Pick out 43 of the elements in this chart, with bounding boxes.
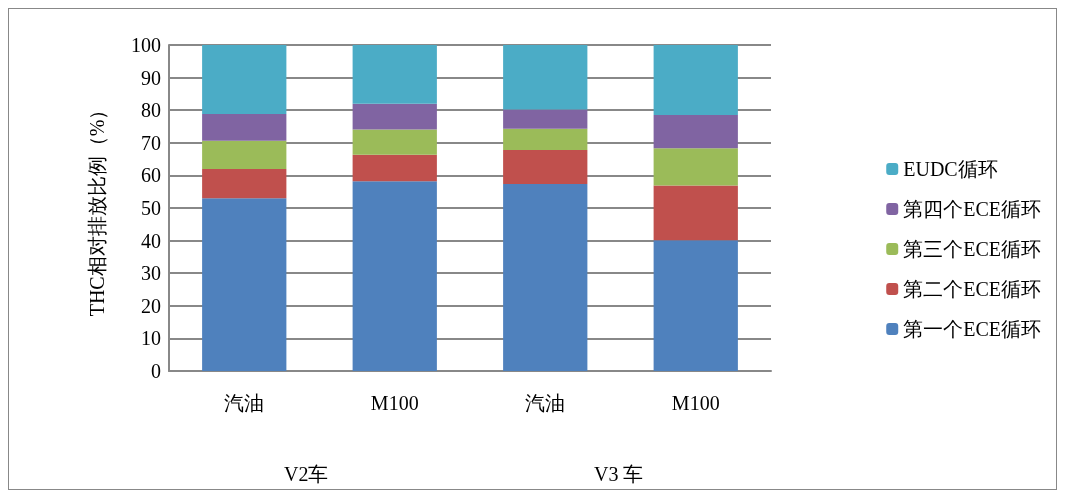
bar [202,198,287,371]
x-tick-label: M100 [671,392,720,414]
y-tick-label: 90 [141,66,161,89]
bar [503,183,588,371]
y-axis-title: THC相对排放比例（%） [86,99,108,317]
y-tick-label: 60 [141,164,161,187]
y-tick-label: 100 [131,34,161,56]
bar [653,148,738,186]
x-tick-label: M100 [370,392,419,414]
legend-label: 第四个ECE循环 [903,198,1042,220]
legend-label: 第二个ECE循环 [903,278,1042,300]
bar [202,114,287,141]
bar [653,240,738,371]
y-tick-label: 80 [141,99,161,122]
bar [653,115,738,149]
y-tick-label: 20 [141,294,161,317]
bar [653,185,738,241]
bar [202,45,287,115]
y-tick-label: 70 [141,131,161,154]
bar [352,129,437,155]
bar [352,45,437,104]
bar [352,154,437,182]
text: V2车 [284,463,329,485]
y-tick-label: 10 [141,327,161,350]
y-tick-label: 30 [141,262,161,285]
bar [352,103,437,130]
y-tick-label: 50 [141,197,161,219]
legend-label: EUDC循环 [903,158,998,180]
bar [653,45,738,116]
bar [352,181,437,371]
bar [202,140,287,169]
y-tick-label: 40 [141,229,161,252]
y-tick-label: 0 [151,360,161,382]
text: V3 车 [594,463,644,485]
bar [503,149,588,184]
bar [503,109,588,129]
bar [503,45,588,110]
legend-label: 第三个ECE循环 [903,238,1042,260]
legend-label: 第一个ECE循环 [903,318,1042,340]
bar [503,128,588,150]
x-tick-label: 汽油 [525,392,566,414]
bar [202,168,287,199]
x-tick-label: 汽油 [224,392,265,414]
